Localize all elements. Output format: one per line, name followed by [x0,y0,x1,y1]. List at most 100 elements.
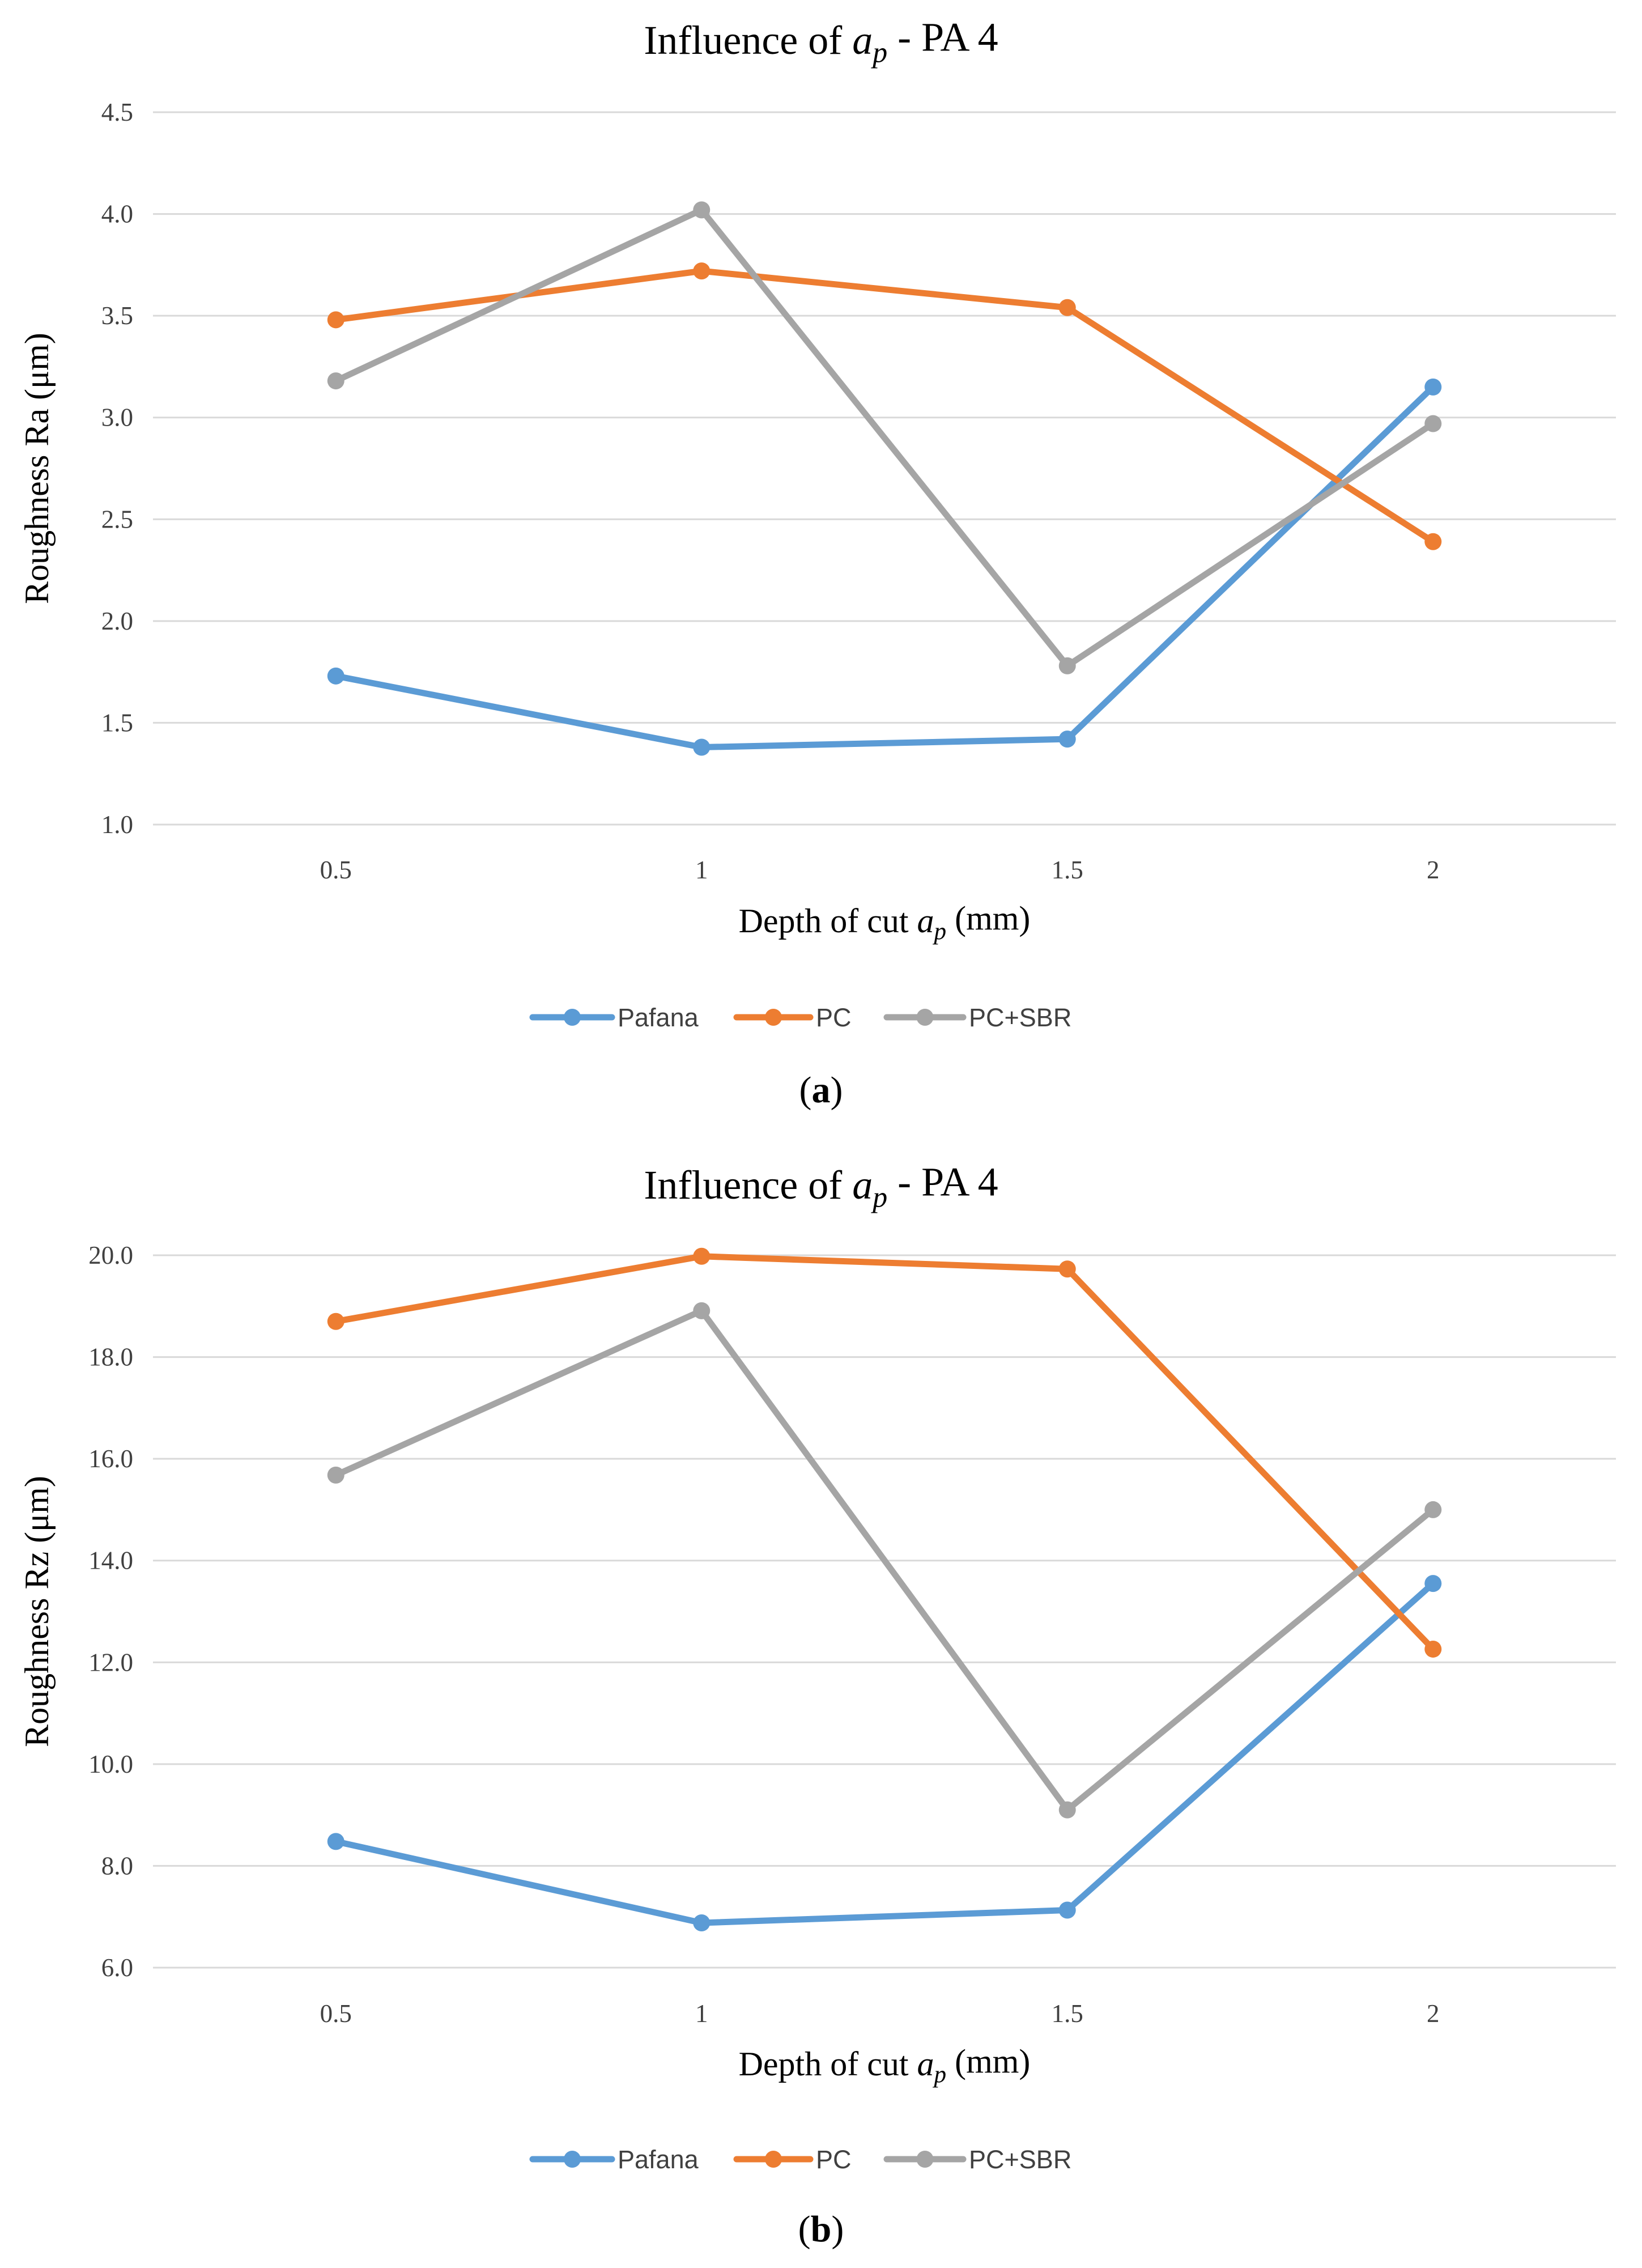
x-axis-label-b-sub: p [933,2061,947,2088]
legend-label: PC+SBR [969,2145,1071,2174]
legend-label: Pafana [618,2145,699,2174]
chart-title-a-post: - PA 4 [887,14,998,60]
caption-open-paren: ( [799,1069,812,1111]
legend-swatch-marker [765,1009,782,1026]
data-point-pafana [327,667,344,685]
x-axis-label-b-pre: Depth of cut [739,2045,917,2083]
panel-caption-b: (b) [798,2208,844,2250]
data-point-pafana [693,738,711,756]
data-point-pafana [693,1914,711,1931]
x-axis-label-a: Depth of cut ap (mm) [739,899,1031,945]
y-tick-label: 12.0 [88,1648,133,1676]
caption-letter: a [812,1069,831,1111]
data-point-pafana [1058,1901,1076,1919]
data-point-pc [693,1247,711,1265]
legend-swatch-marker [916,1009,934,1026]
data-point-pc-sbr [693,1302,711,1319]
y-tick-label: 1.0 [101,810,133,839]
y-tick-label: 2.0 [101,607,133,635]
x-tick-label: 1 [695,856,708,884]
caption-letter: b [811,2208,832,2250]
y-axis-label-b: Roughness Rz (μm) [18,1476,56,1747]
chart-panel-b: Influence of ap - PA 46.08.010.012.014.0… [18,1159,1616,2250]
data-point-pc [1058,299,1076,316]
caption-close-paren: ) [831,1069,843,1111]
y-tick-label: 6.0 [101,1953,133,1982]
caption-open-paren: ( [798,2208,811,2250]
chart-title-a-sub: p [870,37,887,69]
x-axis-label-a-pre: Depth of cut [739,902,917,940]
y-tick-label: 16.0 [88,1445,133,1473]
legend-label: Pafana [618,1003,699,1032]
legend-a: Pafana PC PC+SBR [529,1003,1071,1032]
x-axis-label-a-sub: p [933,918,947,945]
y-tick-label: 4.0 [101,200,133,228]
y-axis-label-a: Roughness Ra (μm) [18,333,56,604]
chart-panel-a: Influence of ap - PA 4 1.0 1.5 2.0 2.5 3.0 3.5… [18,14,1616,1111]
chart-title-b: Influence of ap - PA 4 [644,1159,998,1213]
chart-title-b-post: - PA 4 [887,1159,998,1204]
legend-item: PC+SBR [883,1003,1071,1032]
data-point-pc-sbr [327,372,344,390]
data-point-pc [327,311,344,329]
data-point-pc-sbr [327,1466,344,1484]
y-tick-label: 18.0 [88,1343,133,1371]
x-tick-label: 1.5 [1052,1999,1083,2028]
x-axis-label-a-post: (mm) [946,899,1030,937]
legend-item: Pafana [529,1003,699,1032]
legend-item: PC [733,1003,852,1032]
x-axis-label-b: Depth of cut ap (mm) [739,2042,1031,2088]
chart-title-a-var: a [852,18,873,63]
data-point-pc [327,1313,344,1330]
y-tick-label: 2.5 [101,505,133,533]
data-point-pc [693,262,711,280]
chart-title-a: Influence of ap - PA 4 [644,14,998,69]
series-line-pafana [333,384,1436,751]
data-point-pc-sbr [693,201,711,219]
series-line-pc-sbr [333,1307,1436,1813]
data-point-pc-sbr [1058,1801,1076,1819]
chart-title-b-sub: p [870,1182,887,1214]
legend-swatch-marker [765,2151,782,2168]
y-tick-label: 10.0 [88,1750,133,1778]
data-point-pc-sbr [1058,657,1076,674]
x-tick-label: 2 [1427,856,1440,884]
y-tick-label: 8.0 [101,1851,133,1880]
legend-item: PC+SBR [883,2145,1071,2174]
chart-title-b-pre: Influence of [644,1162,852,1208]
series-line-pc-sbr [333,206,1436,669]
legend-swatch-marker [916,2151,934,2168]
x-tick-label: 0.5 [320,856,352,884]
y-tick-label: 20.0 [88,1241,133,1269]
x-axis-label-a-var: a [917,902,934,940]
y-tick-label: 14.0 [88,1547,133,1575]
data-point-pafana [327,1833,344,1850]
data-point-pafana [1424,378,1442,396]
chart-title-b-var: a [852,1162,873,1208]
y-tick-label: 1.5 [101,708,133,737]
x-tick-label: 1 [695,1999,708,2028]
x-tick-label: 2 [1427,1999,1440,2028]
y-tick-label: 3.0 [101,404,133,432]
panel-caption-a: (a) [799,1069,843,1111]
legend-swatch-marker [564,2151,581,2168]
x-axis-label-b-var: a [917,2045,934,2083]
x-axis-label-b-post: (mm) [946,2042,1030,2080]
data-point-pc-sbr [1424,1501,1442,1518]
data-point-pc [1424,1640,1442,1658]
data-point-pafana [1058,730,1076,748]
legend-swatch-marker [564,1009,581,1026]
series-line-pc [333,267,1436,545]
series-line-pafana [333,1580,1436,1926]
legend-b: Pafana PC PC+SBR [529,2145,1071,2174]
x-tick-label: 0.5 [320,1999,352,2028]
y-tick-label: 4.5 [101,98,133,126]
data-point-pafana [1424,1575,1442,1592]
legend-label: PC [816,2145,852,2174]
y-tick-label: 3.5 [101,301,133,330]
legend-item: PC [733,2145,852,2174]
series-line-pc [333,1253,1436,1653]
data-point-pc [1058,1260,1076,1278]
legend-label: PC+SBR [969,1003,1071,1032]
